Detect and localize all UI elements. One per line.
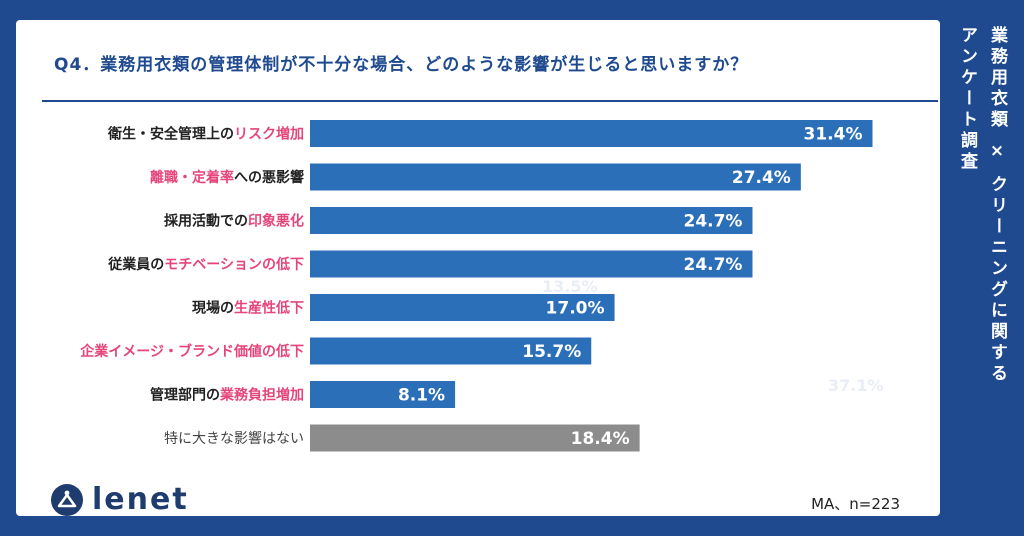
chart-title: Q4．業務用衣類の管理体制が不十分な場合、どのような影響が生じると思いますか？ bbox=[54, 55, 749, 75]
bar-6 bbox=[310, 337, 592, 365]
category-label-4: 従業員のモチベーションの低下 bbox=[107, 256, 304, 273]
value-label-7: 8.1% bbox=[398, 386, 445, 406]
survey-side-title: 業務用衣類 × クリーニングに関する アンケート調査 bbox=[952, 26, 1012, 516]
bar-1 bbox=[310, 120, 873, 147]
side-title-line2: アンケート調査 bbox=[957, 26, 977, 173]
category-label-3: 採用活動での印象悪化 bbox=[164, 213, 304, 230]
title-divider bbox=[42, 100, 938, 102]
ghost-label-1: 13.5% bbox=[542, 277, 598, 296]
category-label-2: 離職・定着率への悪影響 bbox=[150, 169, 304, 186]
value-label-4: 24.7% bbox=[683, 255, 742, 275]
category-label-6: 企業イメージ・ブランド価値の低下 bbox=[79, 343, 304, 360]
category-label-8: 特に大きな影響はない bbox=[164, 430, 304, 447]
bar-4 bbox=[310, 250, 753, 278]
bar-7 bbox=[310, 381, 456, 408]
value-label-1: 31.4% bbox=[804, 125, 863, 145]
value-label-8: 18.4% bbox=[571, 429, 630, 449]
value-label-5: 17.0% bbox=[546, 299, 605, 319]
bar-3 bbox=[310, 207, 753, 234]
chart-card: Q4．業務用衣類の管理体制が不十分な場合、どのような影響が生じると思いますか？ … bbox=[16, 20, 940, 517]
bar-chart: 31.4% 衛生・安全管理上のリスク増加 27.4% 離職・定着率への悪影響 24.7%… bbox=[79, 120, 873, 452]
bar-8 bbox=[310, 424, 640, 452]
category-label-5: 現場の生産性低下 bbox=[192, 300, 304, 317]
value-label-2: 27.4% bbox=[732, 168, 791, 188]
bar-2 bbox=[310, 163, 801, 191]
ghost-label-2: 37.1% bbox=[828, 376, 884, 395]
sample-size-note: MA、n=223 bbox=[811, 495, 900, 513]
bar-5 bbox=[310, 294, 615, 321]
category-label-1: 衛生・安全管理上のリスク増加 bbox=[107, 126, 304, 143]
lenet-logo-icon bbox=[51, 483, 83, 516]
value-label-6: 15.7% bbox=[522, 342, 581, 362]
logo-text: lenet bbox=[92, 482, 189, 517]
lenet-logo: lenet bbox=[50, 482, 189, 517]
category-label-7: 管理部門の業務負担増加 bbox=[150, 387, 304, 404]
side-title-line1: 業務用衣類 × クリーニングに関する bbox=[987, 26, 1007, 385]
value-label-3: 24.7% bbox=[683, 212, 742, 232]
